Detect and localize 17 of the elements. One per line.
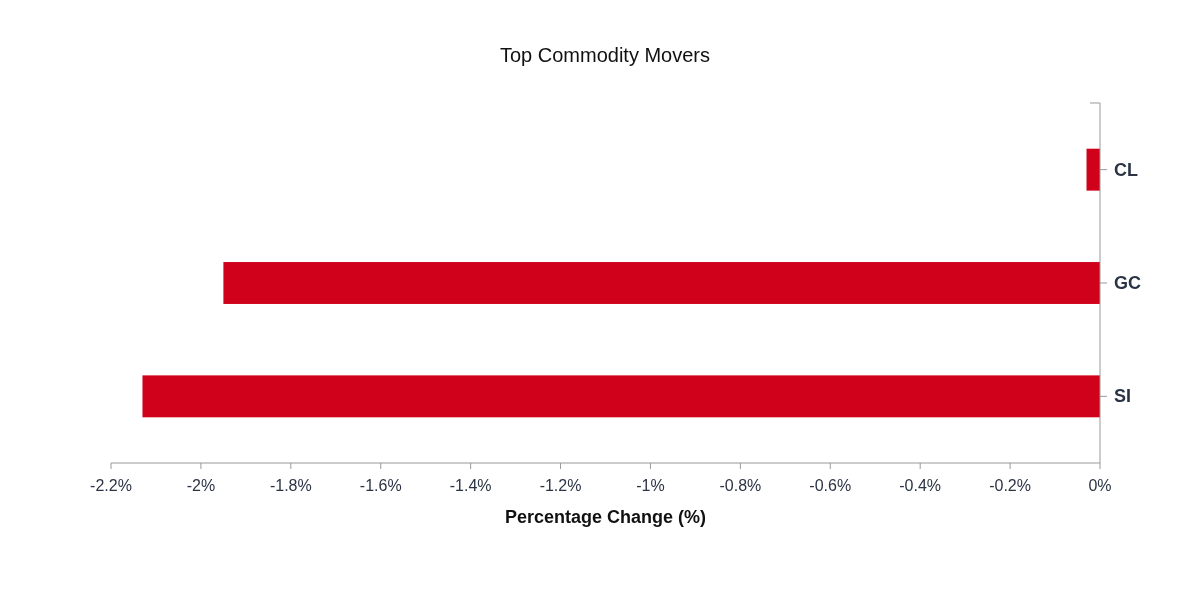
x-tick-label: -0.6% bbox=[809, 477, 852, 494]
x-tick-label: -1.6% bbox=[359, 477, 402, 494]
chart-title: Top Commodity Movers bbox=[499, 44, 711, 66]
x-tick-label: -1% bbox=[636, 477, 665, 494]
x-tick-label: -0.2% bbox=[989, 477, 1031, 494]
x-tick-label: -0.8% bbox=[719, 477, 762, 494]
x-tick-label: -0.4% bbox=[899, 477, 942, 494]
x-tick-label: -2.2% bbox=[90, 477, 132, 494]
x-tick-label: -1.4% bbox=[449, 477, 492, 494]
x-axis-title: Percentage Change (%) bbox=[504, 507, 707, 527]
x-tick-label: -1.2% bbox=[539, 477, 582, 494]
y-tick-label: CL bbox=[1114, 159, 1138, 180]
x-tick-label: 0% bbox=[1088, 477, 1112, 494]
x-tick-label: -1.8% bbox=[269, 477, 312, 494]
y-tick-label: SI bbox=[1114, 386, 1132, 407]
x-tick-label: -2% bbox=[186, 477, 216, 494]
y-tick-label: GC bbox=[1114, 273, 1141, 293]
